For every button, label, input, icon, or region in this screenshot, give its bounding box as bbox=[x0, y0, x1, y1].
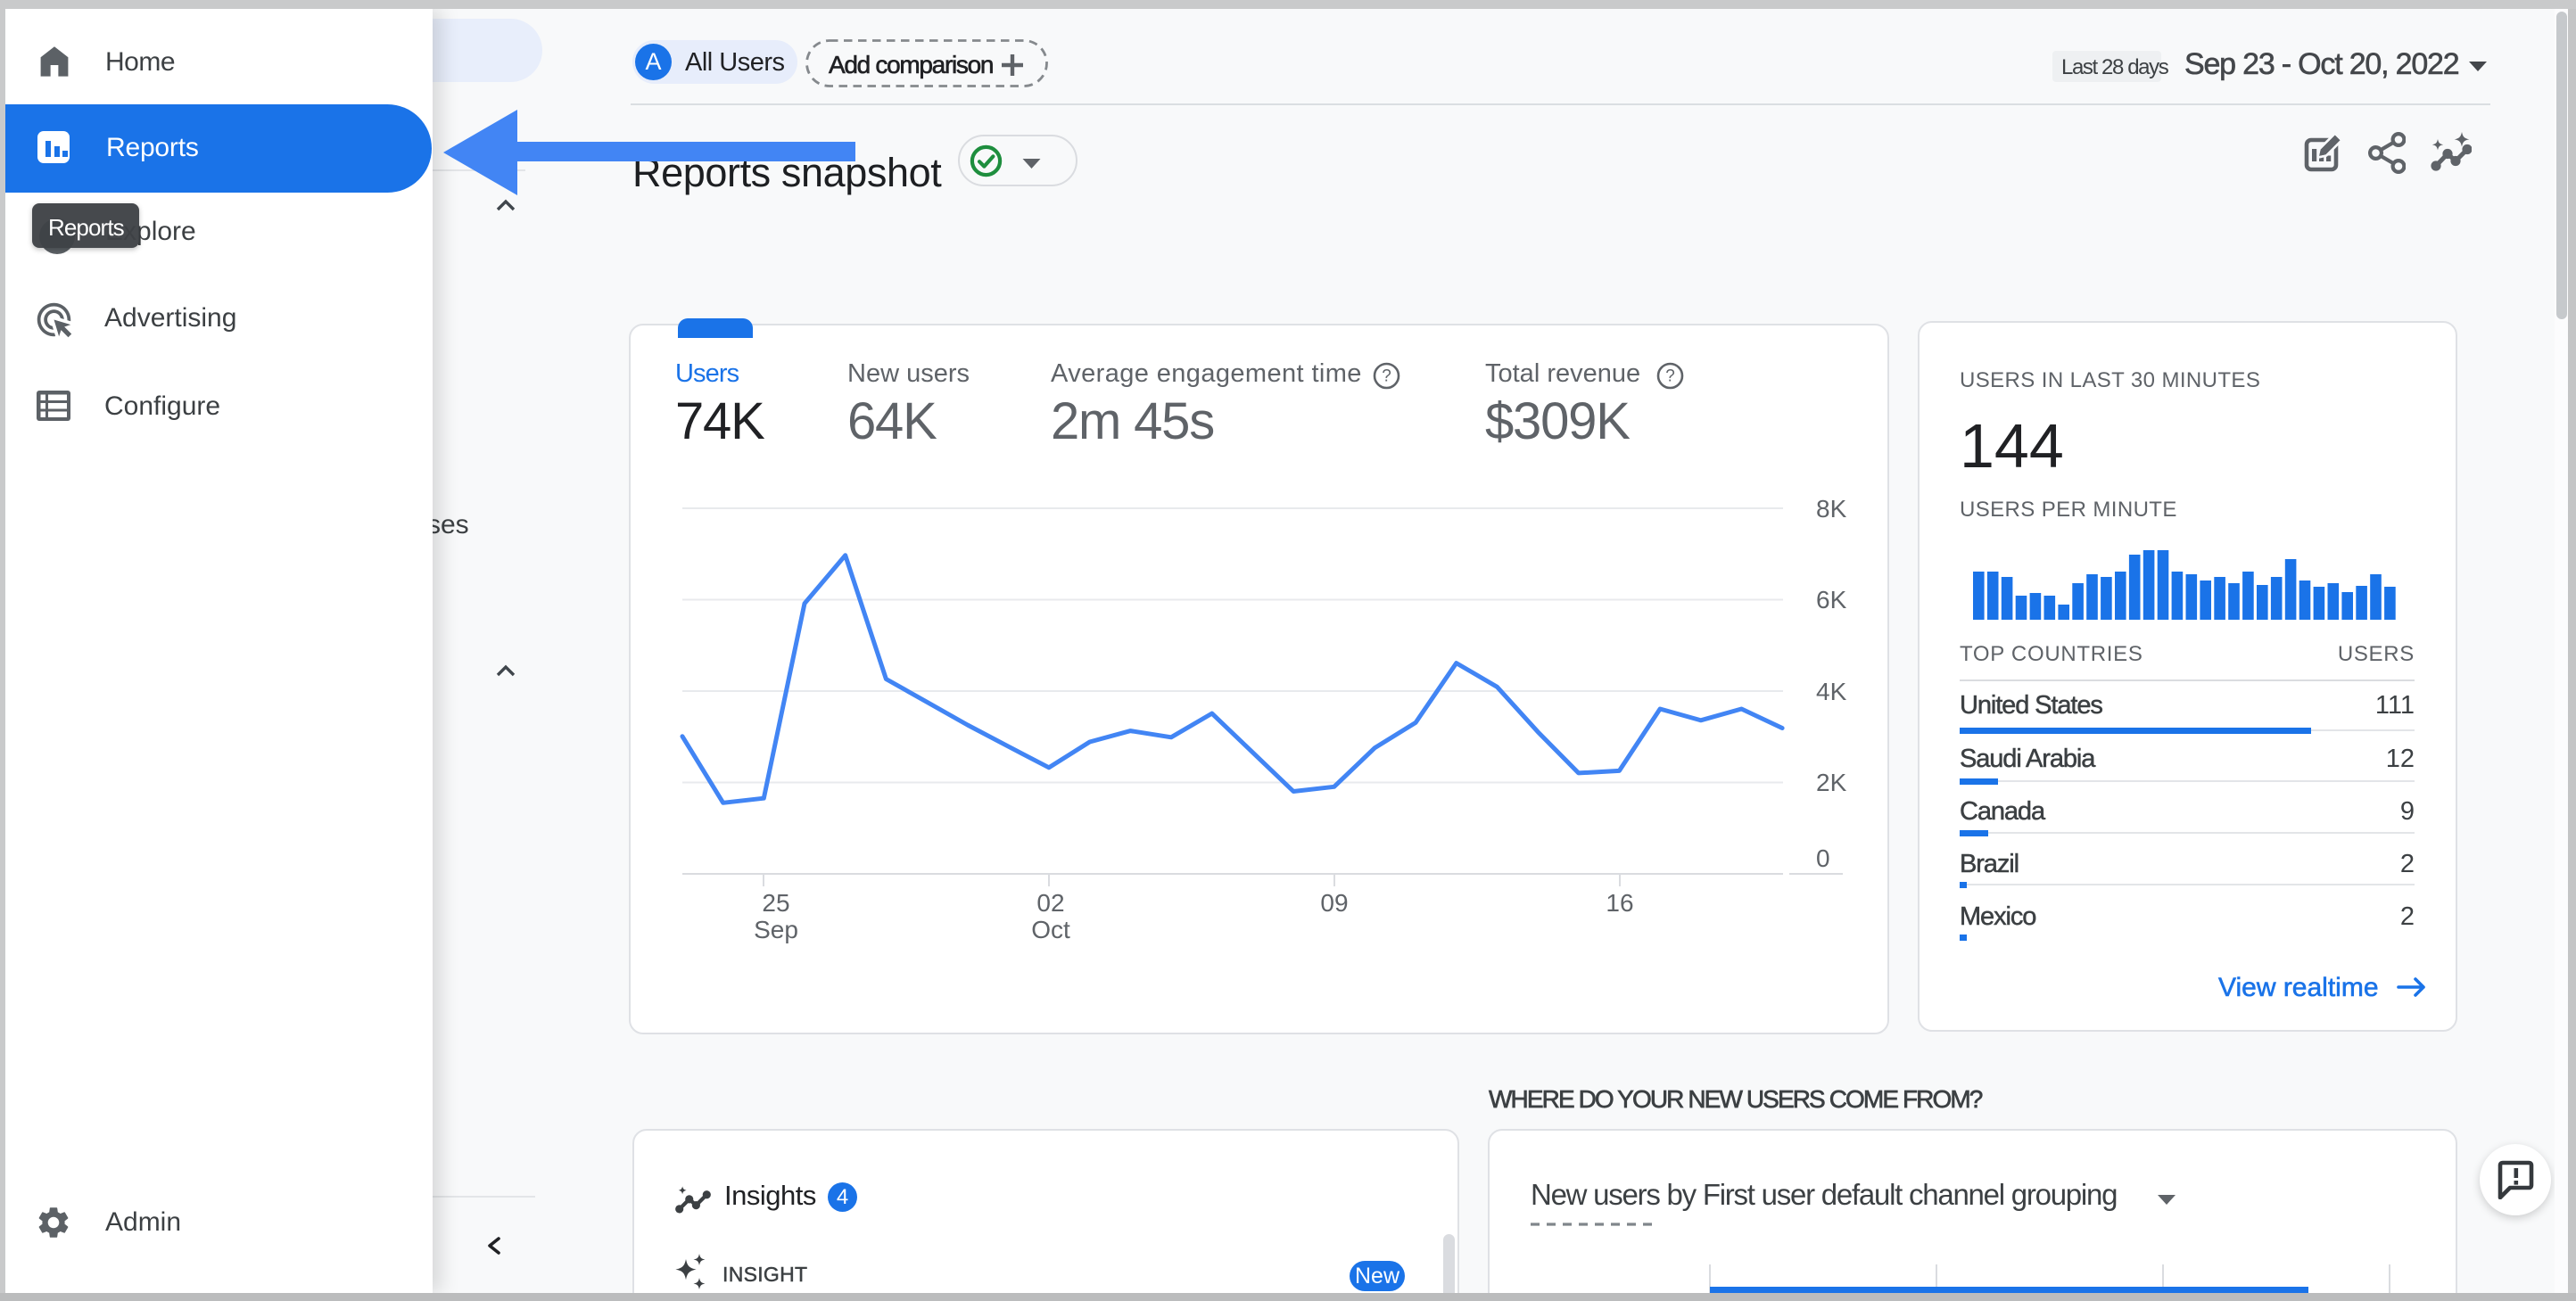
svg-text:02: 02 bbox=[1036, 889, 1064, 917]
svg-text:?: ? bbox=[1665, 367, 1675, 386]
svg-text:6K: 6K bbox=[1816, 586, 1847, 613]
svg-text:16: 16 bbox=[1606, 889, 1633, 917]
svg-text:25: 25 bbox=[762, 889, 789, 917]
svg-text:?: ? bbox=[1382, 367, 1391, 386]
svg-text:Oct: Oct bbox=[1031, 916, 1070, 943]
svg-text:Sep: Sep bbox=[754, 916, 798, 943]
svg-text:0: 0 bbox=[1816, 844, 1830, 872]
svg-text:4K: 4K bbox=[1816, 678, 1847, 705]
svg-text:09: 09 bbox=[1320, 889, 1348, 917]
svg-text:8K: 8K bbox=[1816, 495, 1847, 523]
svg-text:2K: 2K bbox=[1816, 769, 1847, 796]
